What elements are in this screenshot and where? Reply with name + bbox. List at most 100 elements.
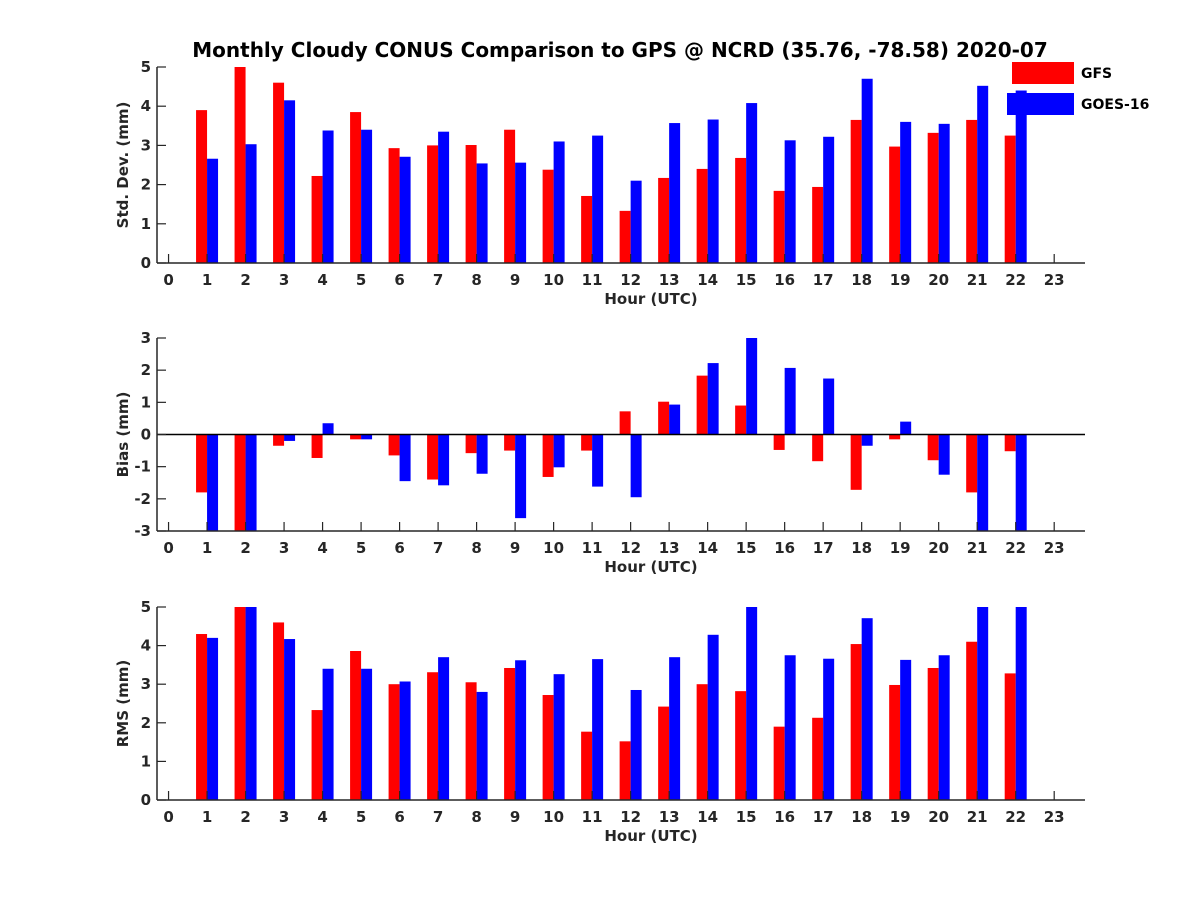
x-tick-label: 4 [317,808,327,826]
bar-gfs-hour-17 [812,434,824,462]
x-tick-label: 8 [471,271,481,289]
bar-goes16-hour-2 [245,607,257,800]
bar-gfs-hour-22 [1004,673,1016,800]
x-tick-label: 3 [279,271,289,289]
bar-goes16-hour-7 [438,657,450,800]
bar-gfs-hour-1 [196,110,208,264]
bar-gfs-hour-7 [427,434,439,480]
bar-goes16-hour-2 [245,434,257,531]
bar-gfs-hour-16 [773,726,785,800]
bar-goes16-hour-16 [784,140,796,263]
bar-goes16-hour-3 [284,434,296,441]
bar-gfs-hour-11 [581,731,593,800]
x-tick-label: 20 [928,539,949,557]
bar-goes16-hour-18 [861,78,873,263]
bar-gfs-hour-2 [234,67,246,263]
bar-goes16-hour-17 [823,136,835,263]
bar-gfs-hour-22 [1004,135,1016,263]
x-tick-label: 16 [774,808,795,826]
y-tick-label: 0 [141,254,151,272]
bar-goes16-hour-9 [515,660,527,800]
bar-gfs-hour-20 [927,434,939,461]
bar-goes16-hour-22 [1015,90,1027,264]
bar-goes16-hour-18 [861,618,873,800]
bar-goes16-hour-14 [707,634,719,800]
bar-gfs-hour-16 [773,434,785,450]
bar-gfs-hour-17 [812,717,824,800]
bar-gfs-hour-12 [619,741,631,800]
x-tick-label: 16 [774,539,795,557]
x-tick-label: 7 [433,808,443,826]
bar-gfs-hour-14 [696,168,708,263]
bar-gfs-hour-12 [619,210,631,263]
y-axis-label: RMS (mm) [114,660,132,747]
bar-gfs-hour-5 [350,434,362,440]
x-tick-label: 6 [394,539,404,557]
bar-goes16-hour-3 [284,639,296,800]
bar-goes16-hour-17 [823,658,835,800]
bar-goes16-hour-11 [592,659,604,800]
bar-gfs-hour-18 [850,119,862,263]
bar-goes16-hour-3 [284,100,296,263]
bar-goes16-hour-15 [746,103,758,264]
x-tick-label: 15 [736,271,757,289]
bar-gfs-hour-15 [735,691,747,800]
bar-goes16-hour-15 [746,338,758,435]
bar-gfs-hour-1 [196,434,208,493]
x-tick-label: 17 [813,808,834,826]
bar-gfs-hour-8 [465,434,477,454]
x-tick-label: 6 [394,808,404,826]
y-tick-label: 1 [141,215,151,233]
bar-gfs-hour-18 [850,434,862,490]
bar-goes16-hour-10 [553,141,565,263]
bar-gfs-hour-9 [504,667,516,800]
bar-goes16-hour-13 [669,123,681,263]
bar-goes16-hour-8 [476,691,488,800]
bar-goes16-hour-12 [630,434,642,498]
y-axis-label: Bias (mm) [114,392,132,478]
x-tick-label: 22 [1005,539,1026,557]
bar-goes16-hour-1 [207,637,219,800]
x-tick-label: 2 [240,271,250,289]
bar-gfs-hour-21 [966,641,978,800]
x-tick-label: 2 [240,539,250,557]
bar-goes16-hour-4 [322,668,334,800]
x-tick-label: 10 [543,808,564,826]
legend: GFS GOES-16 [1007,62,1149,115]
x-tick-label: 9 [510,271,520,289]
bar-gfs-hour-18 [850,644,862,800]
y-tick-label: 1 [141,393,151,411]
bar-goes16-hour-7 [438,131,450,263]
bar-goes16-hour-6 [399,434,411,482]
bar-goes16-hour-17 [823,378,835,435]
y-axis-label: Std. Dev. (mm) [114,102,132,229]
legend-swatch [1007,93,1074,115]
bar-gfs-hour-20 [927,132,939,263]
x-tick-label: 17 [813,271,834,289]
x-tick-label: 7 [433,539,443,557]
bar-goes16-hour-1 [207,434,219,531]
bar-goes16-hour-22 [1015,434,1027,531]
x-tick-label: 19 [890,271,911,289]
bar-goes16-hour-12 [630,180,642,263]
y-tick-label: 2 [141,714,151,732]
x-tick-label: 20 [928,808,949,826]
bar-gfs-hour-13 [658,177,670,263]
x-tick-label: 14 [697,808,718,826]
bar-goes16-hour-5 [361,668,373,800]
bar-goes16-hour-20 [938,655,950,800]
x-tick-label: 12 [620,271,641,289]
bar-gfs-hour-14 [696,375,708,435]
bar-gfs-hour-5 [350,112,362,263]
x-tick-label: 1 [202,808,212,826]
x-tick-label: 5 [356,271,366,289]
x-tick-label: 17 [813,539,834,557]
x-tick-label: 15 [736,808,757,826]
x-tick-label: 6 [394,271,404,289]
x-tick-label: 9 [510,808,520,826]
bar-goes16-hour-10 [553,674,565,800]
y-tick-label: -1 [134,458,151,476]
